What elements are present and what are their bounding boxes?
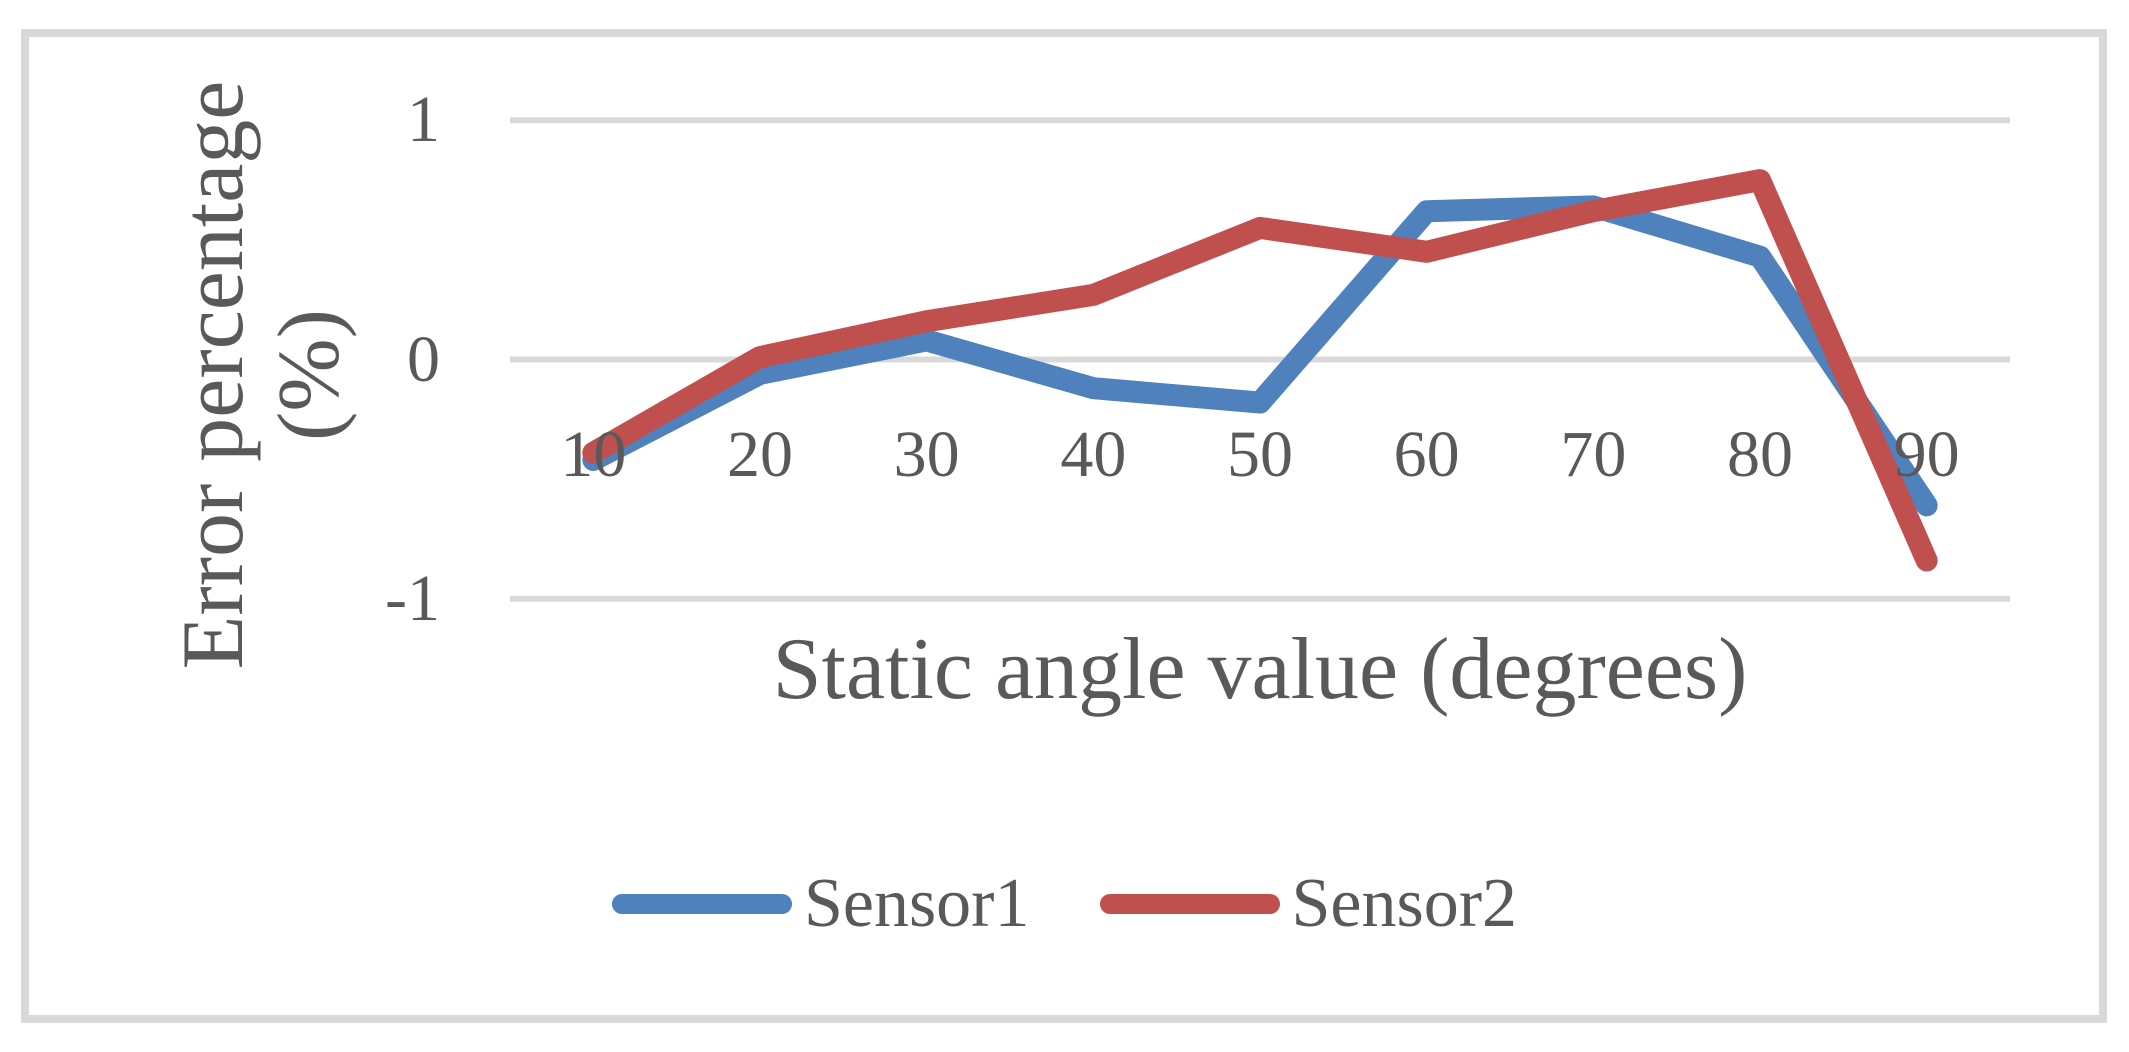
series-line-sensor1	[582, 195, 1938, 517]
legend-swatch-sensor1	[611, 894, 792, 914]
legend: Sensor1 Sensor2	[0, 856, 2129, 952]
x-tick-label-40: 40	[1060, 418, 1127, 491]
x-tick-label-50: 50	[1227, 418, 1293, 491]
x-tick-label-90: 90	[1893, 418, 1960, 491]
legend-label-sensor2: Sensor2	[1291, 865, 1518, 942]
legend-label-sensor1: Sensor1	[803, 865, 1030, 942]
y-axis-title-line2: (%)	[261, 309, 358, 441]
x-tick-label-80: 80	[1727, 418, 1793, 491]
x-axis-title: Static angle value (degrees)	[772, 621, 1748, 718]
y-axis-title-line1: Error percentage	[165, 80, 262, 670]
x-tick-label-60: 60	[1393, 418, 1460, 491]
series-line-sensor2	[582, 169, 1938, 572]
y-axis-title: Error percentage (%)	[165, 80, 358, 670]
legend-swatch-sensor2	[1099, 894, 1280, 914]
x-tick-label-20: 20	[727, 418, 793, 491]
x-tick-label-10: 10	[560, 418, 627, 491]
x-tick-label-30: 30	[893, 418, 960, 491]
x-tick-label-70: 70	[1560, 418, 1627, 491]
y-tick-label-0: 0	[407, 322, 440, 396]
y-tick-label--1: -1	[385, 561, 440, 635]
y-tick-label-1: 1	[407, 83, 440, 157]
